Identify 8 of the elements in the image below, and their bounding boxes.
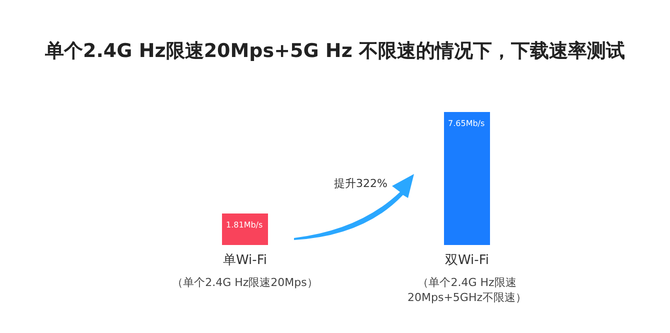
text: （单个2.4G Hz限速20Mps） xyxy=(171,275,319,290)
x-tick-label: 单Wi-Fi xyxy=(222,252,268,269)
text: （单个2.4G Hz限速20Mps+5GHz不限速） xyxy=(406,275,528,305)
data-label: 7.65Mb/s xyxy=(448,119,485,128)
x-tick-label: 双Wi-Fi xyxy=(444,252,490,269)
annotation: 提升322% xyxy=(334,176,388,191)
chart-title: 单个2.4G Hz限速20Mps+5G Hz 不限速的情况下，下载速率测试 xyxy=(44,39,626,64)
data-label: 1.81Mb/s xyxy=(226,220,263,230)
